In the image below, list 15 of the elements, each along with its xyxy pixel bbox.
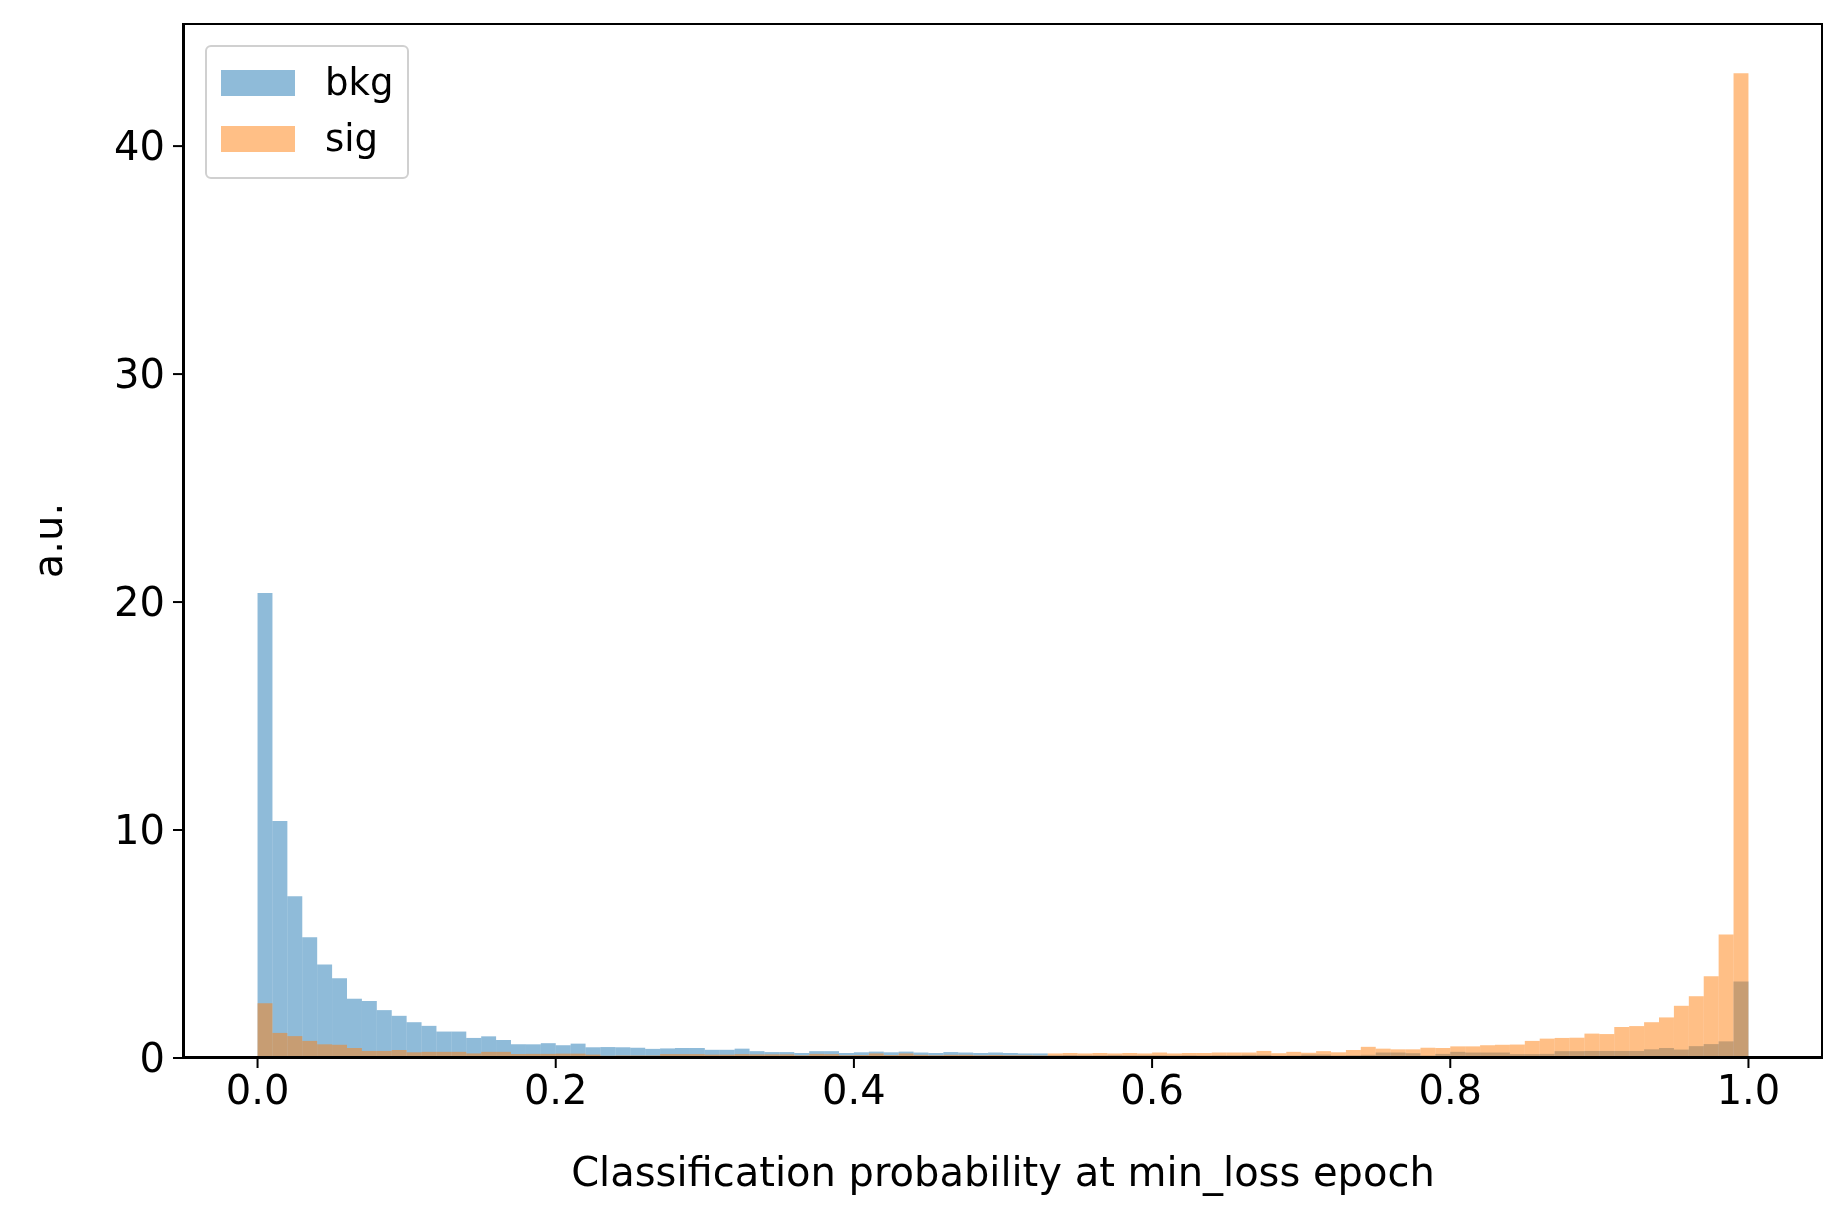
x-tick-label: 0.4 xyxy=(822,1067,886,1114)
x-tick-label: 0.2 xyxy=(523,1067,588,1114)
y-tick-label: 40 xyxy=(114,123,165,170)
x-axis-title: Classification probability at min_loss epoch xyxy=(571,1149,1435,1196)
x-tick-label: 0.0 xyxy=(225,1067,290,1114)
y-axis-title: a.u. xyxy=(25,502,72,579)
legend-label: sig xyxy=(325,116,379,162)
y-tick-label: 20 xyxy=(114,579,165,626)
y-tick-label: 0 xyxy=(139,1035,165,1082)
legend-label: bkg xyxy=(325,60,394,106)
x-tick-label: 0.6 xyxy=(1120,1067,1184,1114)
x-tick-label: 1.0 xyxy=(1716,1067,1781,1114)
x-tick-label: 0.8 xyxy=(1418,1067,1483,1114)
y-tick-label: 10 xyxy=(114,807,165,854)
y-tick-label: 30 xyxy=(114,351,165,398)
